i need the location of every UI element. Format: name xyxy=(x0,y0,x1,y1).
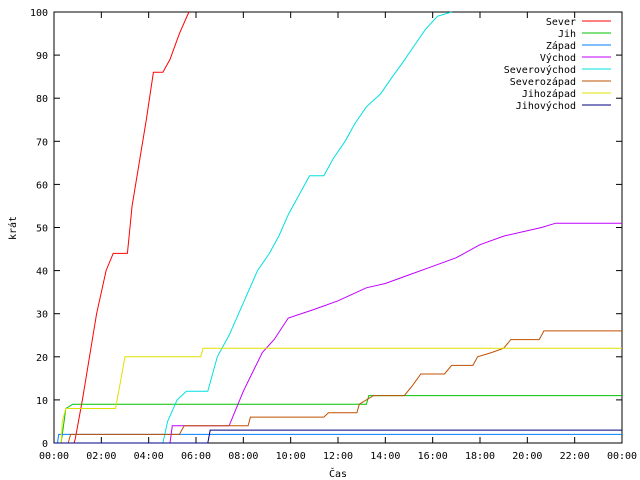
legend-entry-label: Východ xyxy=(540,52,576,64)
legend-entry-label: Západ xyxy=(546,40,576,52)
x-tick-label: 12:00 xyxy=(323,451,353,462)
x-axis-label: Čas xyxy=(329,467,347,480)
x-tick-label: 10:00 xyxy=(276,451,306,462)
y-tick-label: 0 xyxy=(42,439,48,450)
legend-entry-label: Severozápad xyxy=(510,76,576,88)
legend-entry-label: Jih xyxy=(558,29,576,40)
y-tick-label: 60 xyxy=(36,180,48,191)
x-tick-label: 06:00 xyxy=(181,451,211,462)
y-tick-label: 50 xyxy=(36,224,48,235)
x-tick-label: 16:00 xyxy=(418,451,448,462)
series-line-1 xyxy=(54,11,190,444)
y-axis-label: krát xyxy=(7,216,19,240)
series-line-7 xyxy=(54,347,622,444)
x-tick-label: 22:00 xyxy=(560,451,590,462)
x-tick-label: 00:00 xyxy=(607,451,637,462)
x-tick-label: 08:00 xyxy=(228,451,258,462)
legend-entry-label: Jihovýchod xyxy=(516,100,576,112)
series-layer xyxy=(54,11,622,444)
y-tick-label: 10 xyxy=(36,396,48,407)
legend-entry-label: Severovýchod xyxy=(504,64,576,76)
series-line-5 xyxy=(54,11,452,444)
x-tick-label: 14:00 xyxy=(370,451,400,462)
x-tick-label: 02:00 xyxy=(86,451,116,462)
x-tick-label: 18:00 xyxy=(465,451,495,462)
legend: SeverJihZápadVýchodSeverovýchodSeverozáp… xyxy=(504,17,611,112)
y-tick-label: 40 xyxy=(36,267,48,278)
y-tick-label: 80 xyxy=(36,94,48,105)
series-line-2 xyxy=(54,395,622,444)
axis-ticks: 0 10 20 30 40 50 60 70 80 90 100 00:00 02:00 04:00 06:… xyxy=(30,8,637,462)
y-tick-label: 90 xyxy=(36,51,48,62)
y-tick-label: 30 xyxy=(36,310,48,321)
x-tick-label: 20:00 xyxy=(512,451,542,462)
legend-entry-label: Jihozápad xyxy=(522,88,576,100)
y-tick-label: 20 xyxy=(36,353,48,364)
x-tick-label: 04:00 xyxy=(134,451,164,462)
series-line-8 xyxy=(54,429,622,444)
y-tick-label: 70 xyxy=(36,137,48,148)
legend-entry-label: Sever xyxy=(546,17,576,28)
x-tick-label: 00:00 xyxy=(39,451,69,462)
series-line-4 xyxy=(54,222,622,444)
y-tick-label: 100 xyxy=(30,8,48,19)
